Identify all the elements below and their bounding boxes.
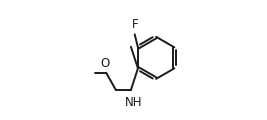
Text: O: O (100, 57, 110, 70)
Text: F: F (131, 18, 138, 31)
Text: NH: NH (125, 96, 142, 109)
